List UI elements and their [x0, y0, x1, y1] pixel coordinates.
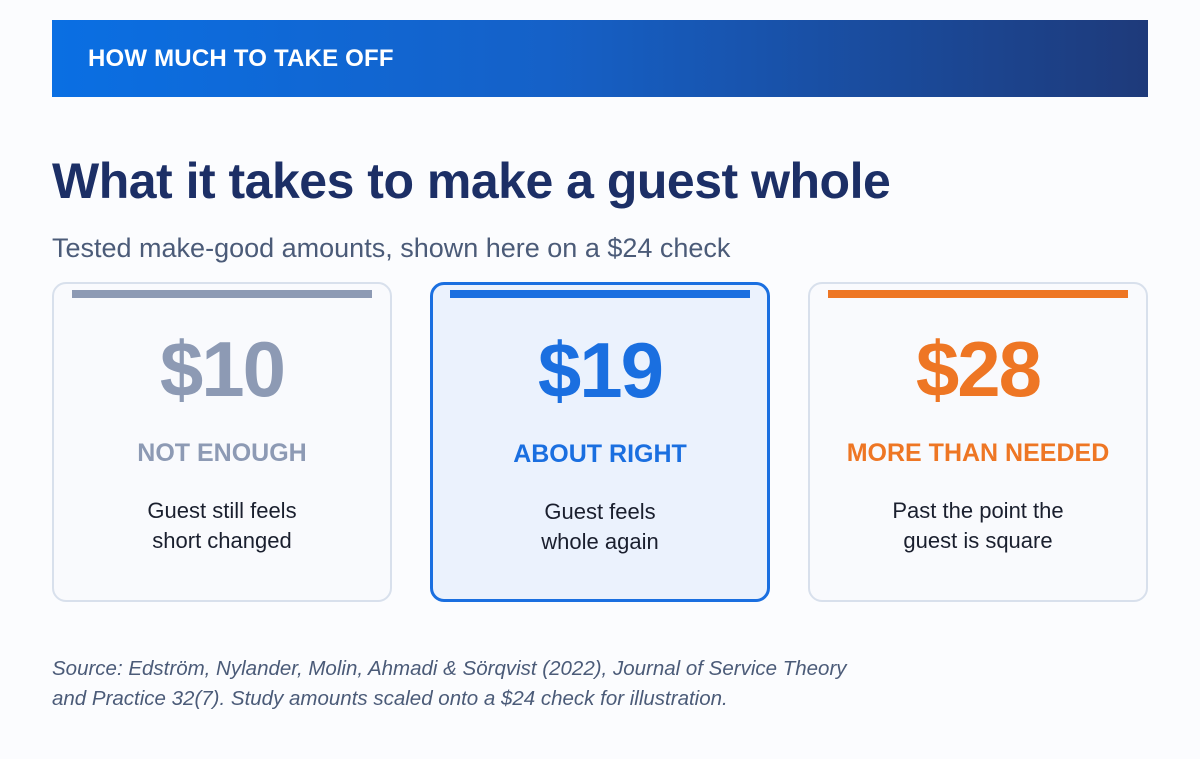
- description-line: whole again: [541, 529, 659, 554]
- description-line: short changed: [152, 528, 292, 553]
- source-line: and Practice 32(7). Study amounts scaled…: [52, 687, 728, 710]
- description-line: Guest still feels: [147, 498, 297, 523]
- description: Past the point the guest is square: [810, 496, 1146, 556]
- description: Guest feels whole again: [433, 497, 767, 557]
- subtitle: Tested make-good amounts, shown here on …: [52, 233, 731, 263]
- source: Source: Edström, Nylander, Molin, Ahmadi…: [52, 654, 847, 714]
- banner: HOW MUCH TO TAKE OFF: [52, 20, 1148, 97]
- card: $10 NOT ENOUGH Guest still feels short chan…: [52, 282, 392, 602]
- banner-label: HOW MUCH TO TAKE OFF: [88, 45, 394, 72]
- amount: $28: [915, 325, 1042, 413]
- title: What it takes to make a guest whole: [52, 153, 891, 209]
- description-line: guest is square: [903, 528, 1053, 553]
- card-accent-bar: [450, 290, 750, 298]
- card-label: NOT ENOUGH: [137, 439, 307, 467]
- amount: $10: [159, 325, 286, 413]
- card: $19 ABOUT RIGHT Guest feels whole again: [430, 282, 770, 602]
- card-label: ABOUT RIGHT: [513, 440, 687, 468]
- card-accent-bar: [828, 290, 1128, 298]
- card: $28 MORE THAN NEEDED Past the point the gue…: [808, 282, 1148, 602]
- description: Guest still feels short changed: [54, 496, 390, 556]
- card-accent-bar: [72, 290, 372, 298]
- description-line: Guest feels: [544, 499, 656, 524]
- card-label: MORE THAN NEEDED: [846, 439, 1110, 467]
- amount: $19: [537, 326, 664, 414]
- description-line: Past the point the: [892, 498, 1064, 523]
- source-line: Source: Edström, Nylander, Molin, Ahmadi…: [52, 657, 847, 680]
